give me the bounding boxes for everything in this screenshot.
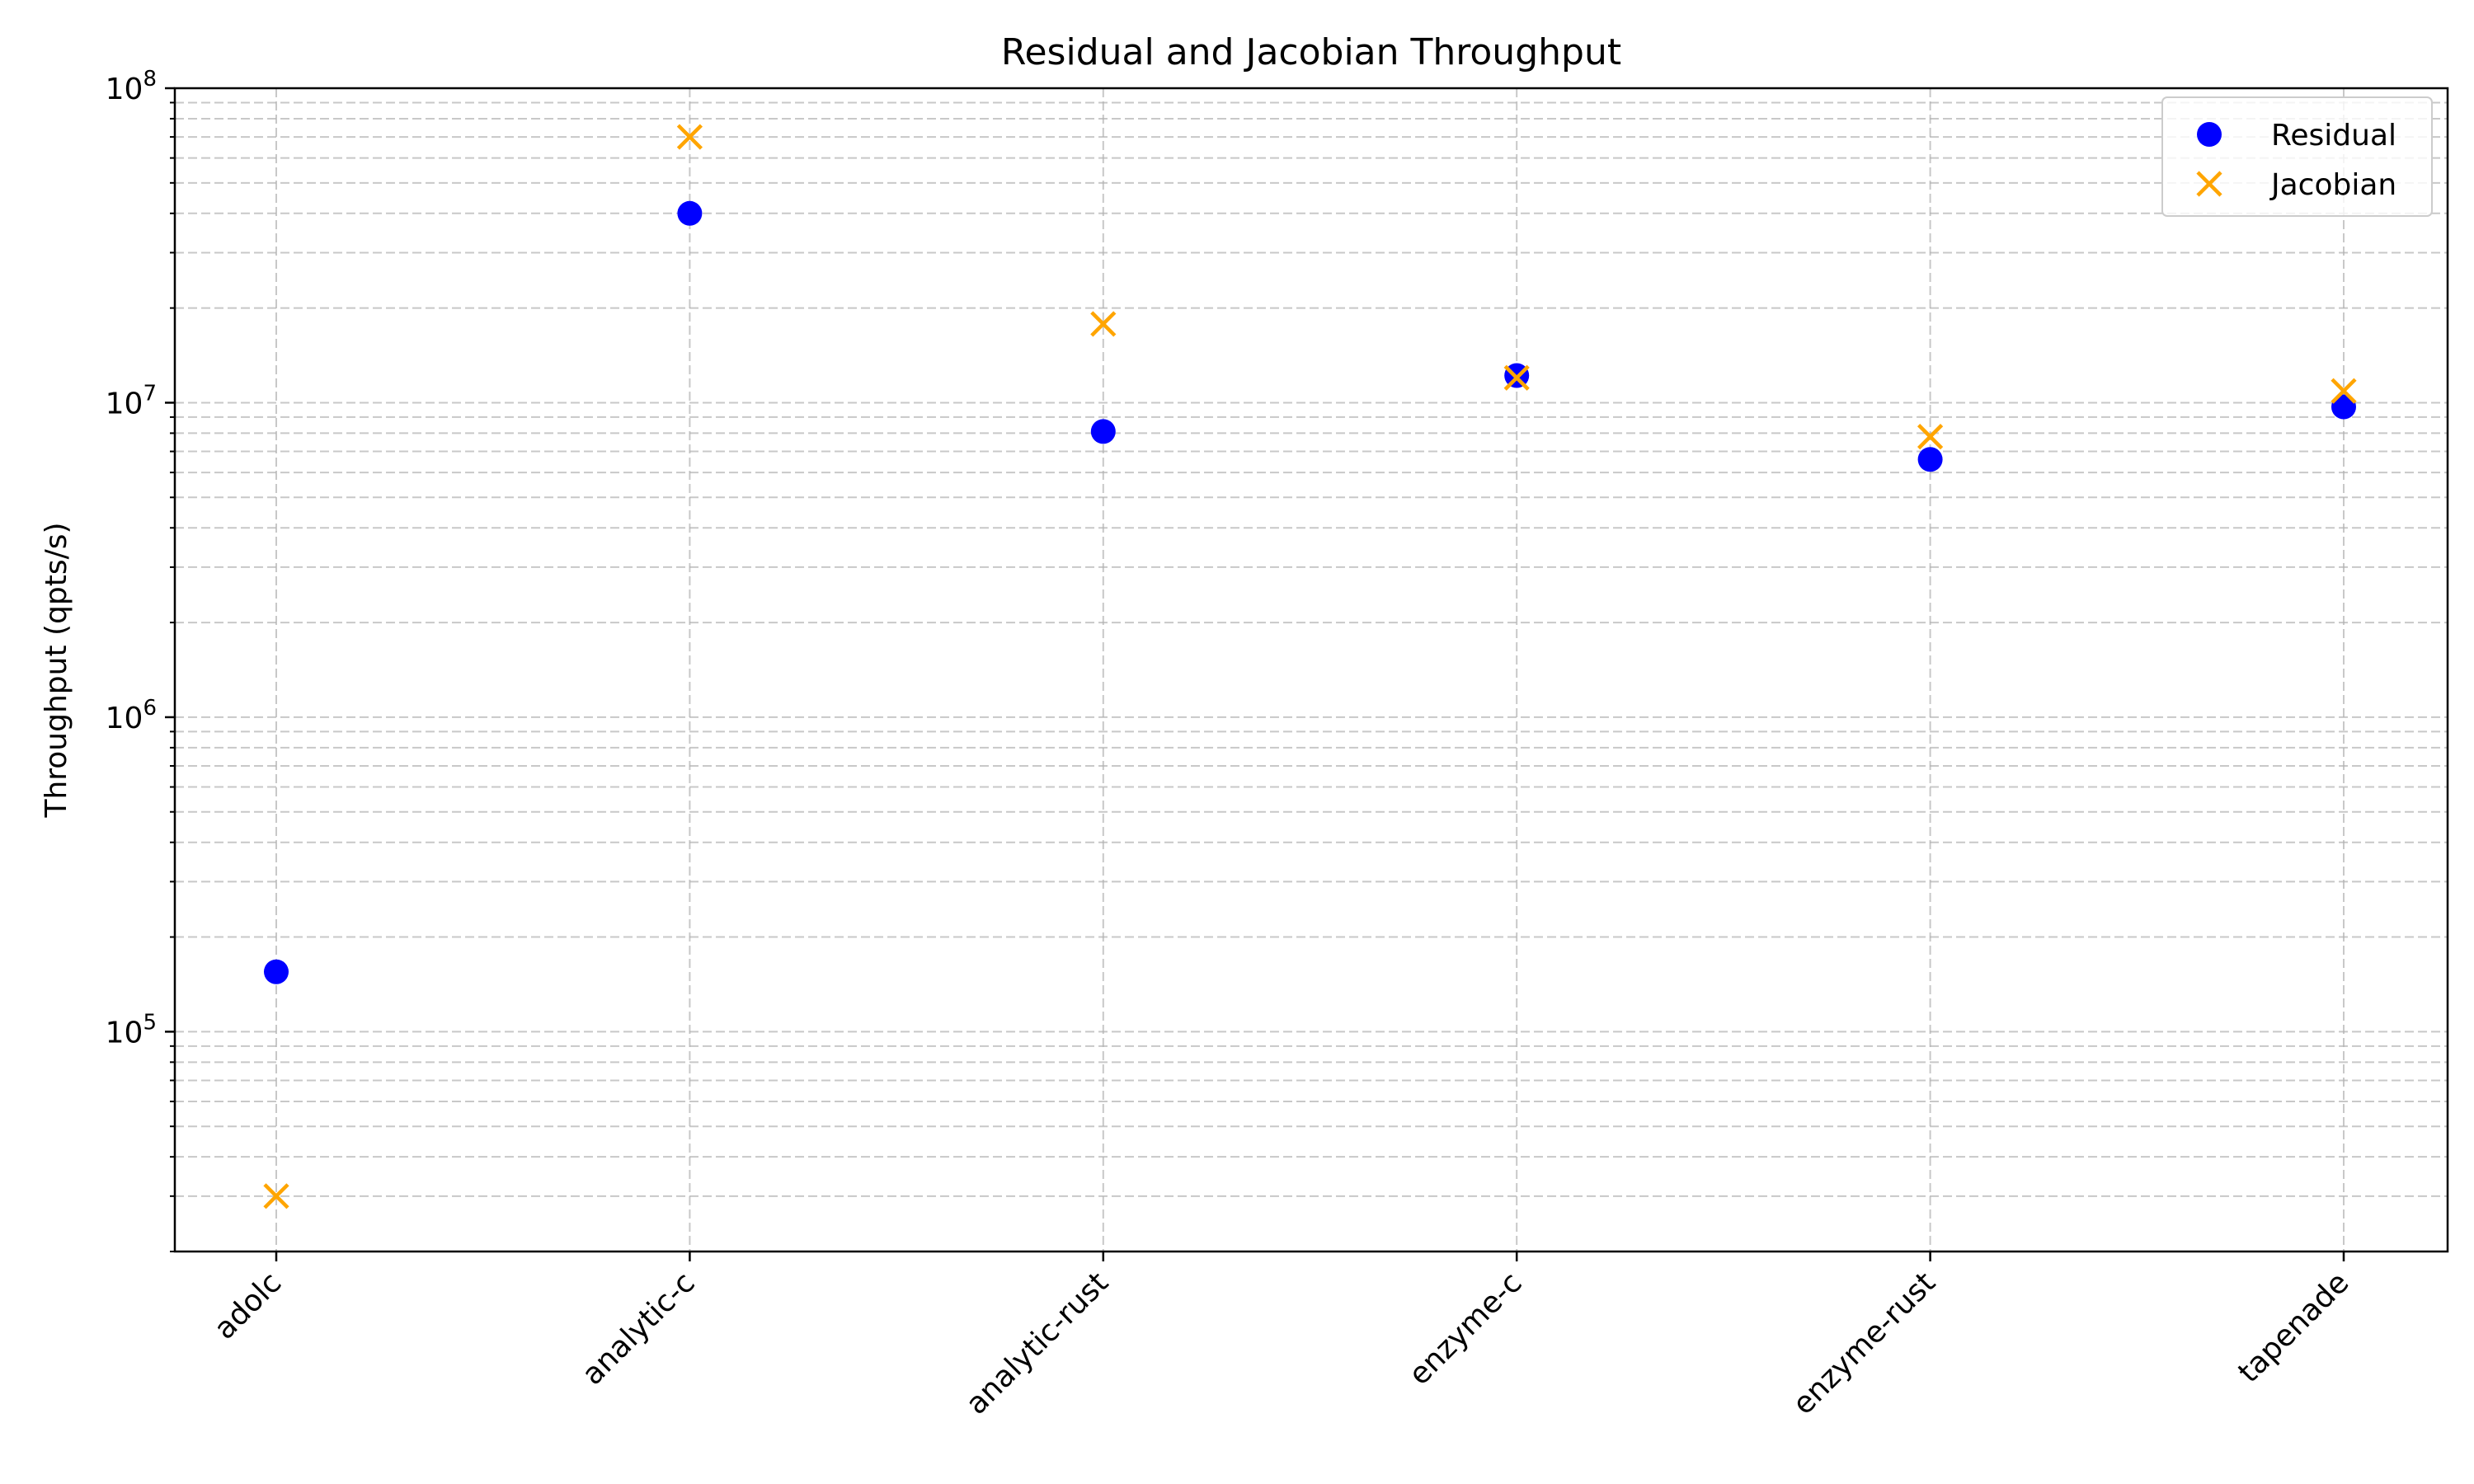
jacobian-point (676, 124, 703, 150)
legend: Residual Jacobian (2161, 96, 2433, 217)
plot-area-frame (173, 87, 2449, 1253)
residual-point (1090, 419, 1116, 444)
legend-jacobian-stroke (2196, 171, 2222, 197)
legend-jacobian-marker (2196, 171, 2222, 197)
jacobian-point-stroke (263, 1183, 289, 1209)
y-axis: 105 106 107 108 (106, 67, 175, 1252)
jacobian-point (1917, 424, 1944, 450)
y-tick-label: 107 (106, 381, 157, 420)
legend-box (2161, 96, 2433, 217)
y-tick-label: 106 (106, 696, 157, 735)
jacobian-point-stroke (1917, 424, 1944, 450)
legend-label: Jacobian (2269, 168, 2396, 202)
residual-point (1917, 447, 1943, 472)
y-tick-label: 108 (106, 67, 157, 106)
jacobian-point-stroke (1503, 364, 1530, 391)
jacobian-point-stroke (2331, 378, 2357, 404)
jacobian-point-stroke (1090, 311, 1117, 337)
jacobian-point (1503, 364, 1530, 391)
legend-residual-marker (2197, 122, 2222, 147)
grid-lines (175, 87, 2448, 1252)
legend-label: Residual (2271, 119, 2396, 153)
jacobian-point (1090, 311, 1117, 337)
jacobian-point-stroke (676, 124, 703, 150)
y-axis-label: Throughput (qpts/s) (40, 522, 73, 818)
chart-title: Residual and Jacobian Throughput (1001, 31, 1621, 73)
y-tick-label: 105 (106, 1010, 157, 1050)
jacobian-point (2331, 378, 2357, 404)
jacobian-point (263, 1183, 289, 1209)
residual-point (2331, 394, 2356, 420)
residual-point (264, 959, 289, 984)
data-points (263, 124, 2357, 1209)
residual-point (677, 200, 703, 226)
